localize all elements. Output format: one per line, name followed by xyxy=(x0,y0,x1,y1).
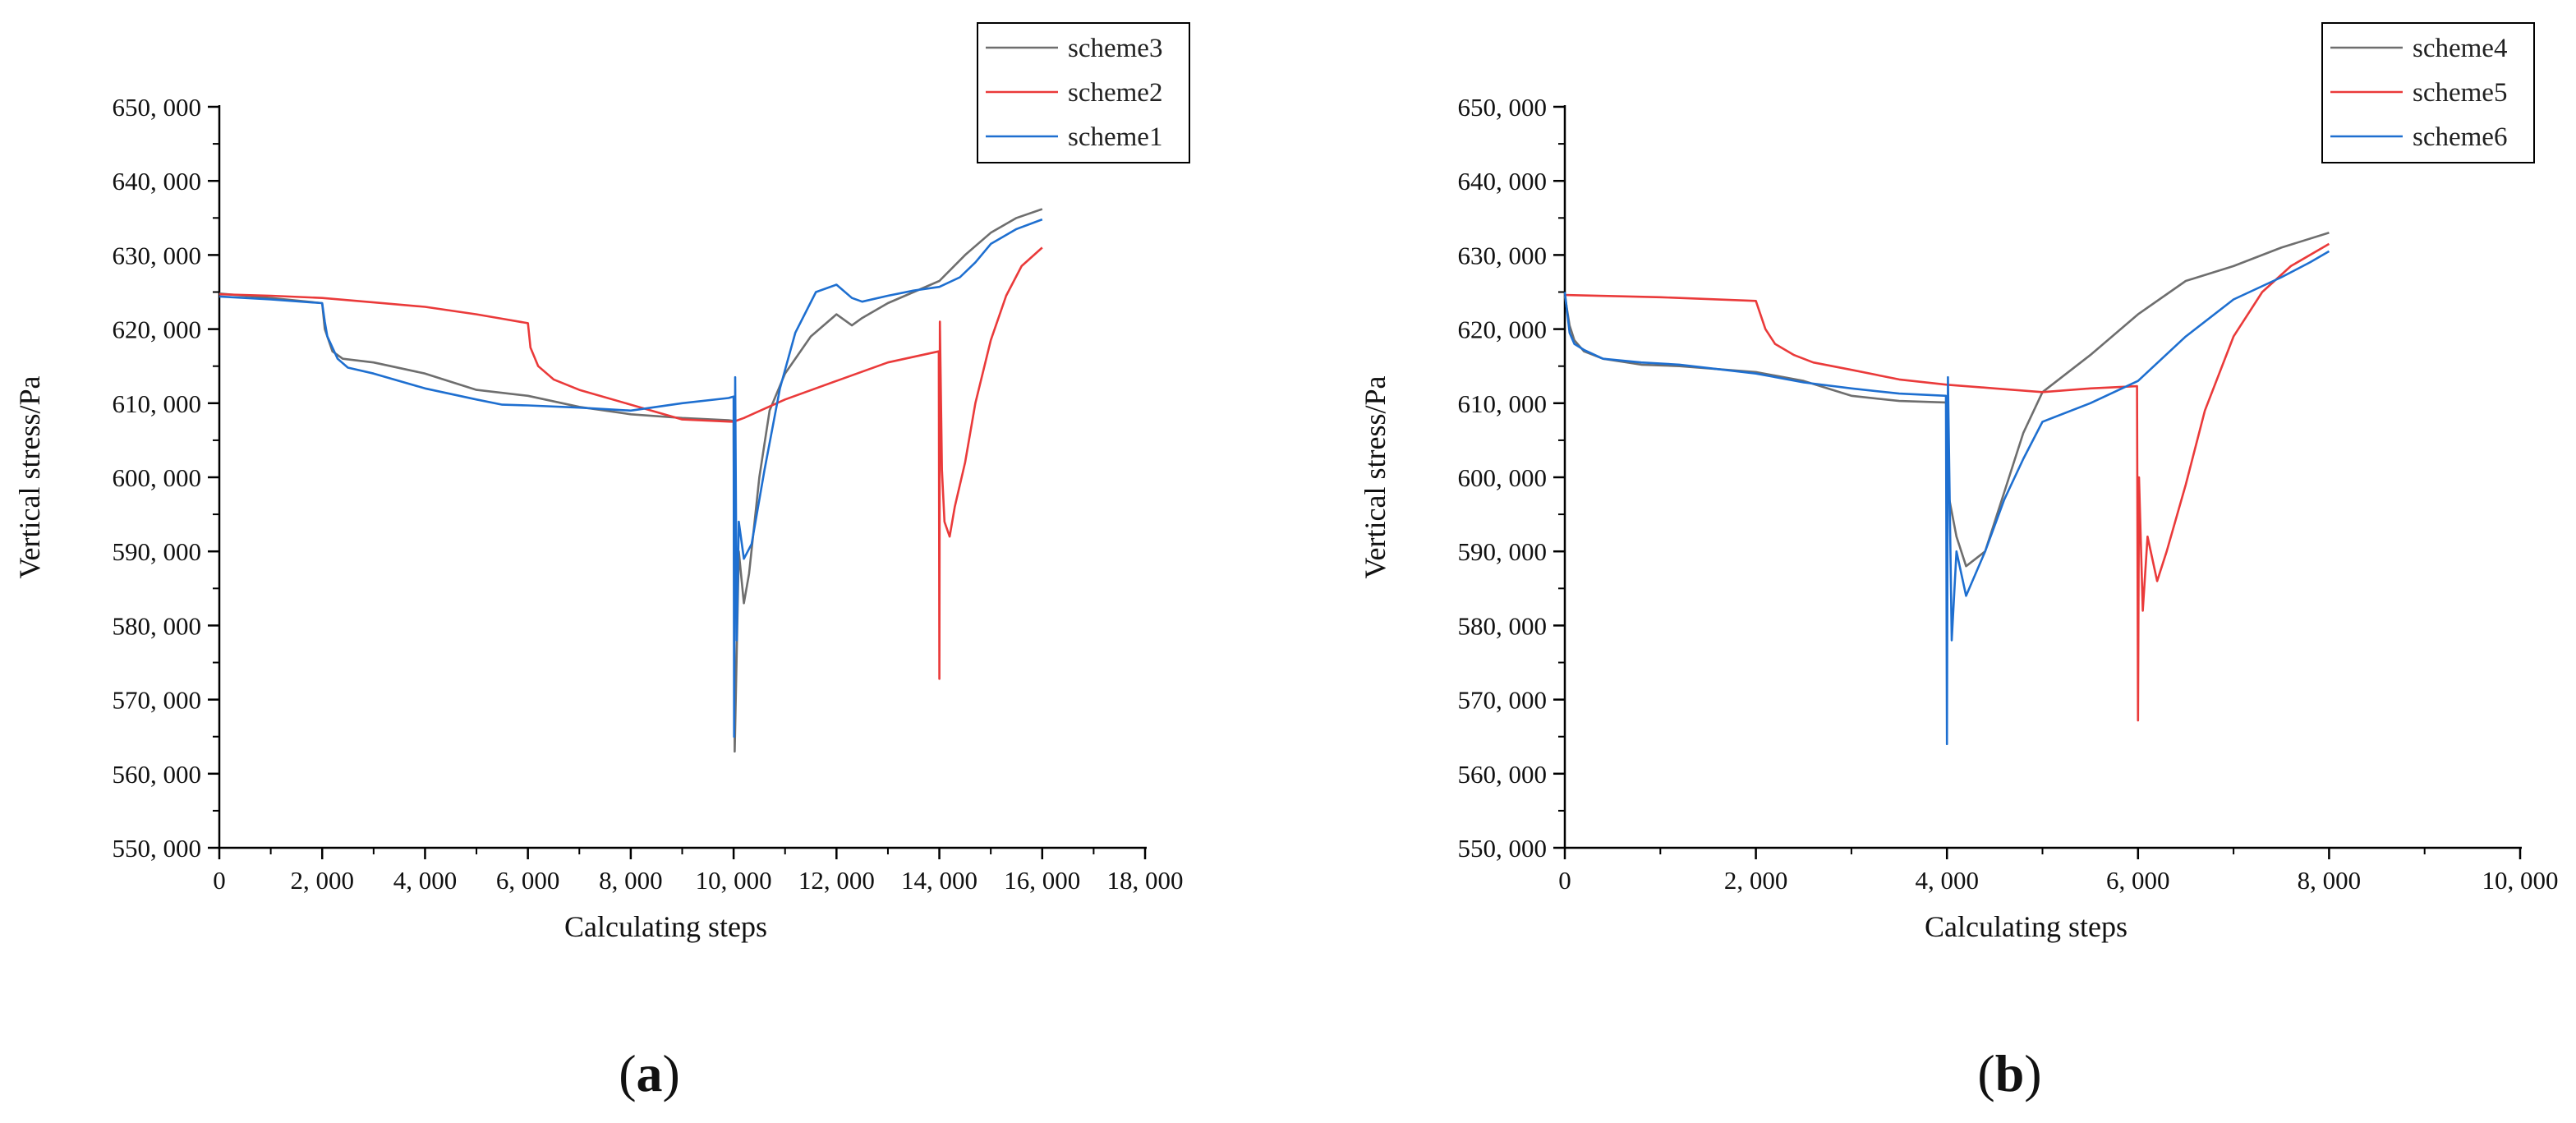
chart-a-x-tick-label: 8, 000 xyxy=(599,866,663,895)
chart-b-y-tick-label: 590, 000 xyxy=(1458,537,1548,566)
chart-b-series-scheme6 xyxy=(1563,250,2330,746)
chart-b-legend-label-scheme4: scheme4 xyxy=(2413,34,2507,63)
chart-a-x-tick-label: 14, 000 xyxy=(901,866,978,895)
chart-a-x-tick-label: 10, 000 xyxy=(696,866,772,895)
chart-a-y-axis-title: Vertical stress/Pa xyxy=(13,376,46,579)
chart-a-x-tick-label: 16, 000 xyxy=(1004,866,1080,895)
chart-a-x-tick-label: 4, 000 xyxy=(393,866,458,895)
chart-b-x-tick-label: 0 xyxy=(1558,866,1571,895)
chart-a-y-tick-label: 620, 000 xyxy=(113,315,202,344)
chart-a-legend-label-scheme3: scheme3 xyxy=(1068,34,1162,63)
chart-b-x-tick-label: 8, 000 xyxy=(2298,866,2362,895)
chart-b-x-tick-label: 10, 000 xyxy=(2482,866,2559,895)
chart-panel-a: 550, 000 560, 000 570, 000 580, 000 590, 000… xyxy=(13,22,1190,1102)
chart-b-y-tick-label: 560, 000 xyxy=(1458,760,1548,789)
chart-b-series-scheme5 xyxy=(1564,242,2330,722)
chart-b-x-tick-label: 6, 000 xyxy=(2106,866,2170,895)
chart-b-y-tick-label: 640, 000 xyxy=(1458,167,1548,196)
chart-b-legend-label-scheme5: scheme5 xyxy=(2413,78,2507,108)
chart-b-y-tick-label: 610, 000 xyxy=(1458,389,1548,418)
chart-b-panel-label: (b) xyxy=(1977,1044,2041,1102)
chart-a-y-tick-label: 650, 000 xyxy=(113,93,202,122)
chart-a-x-tick-label: 12, 000 xyxy=(798,866,875,895)
chart-b-x-tick-label: 2, 000 xyxy=(1724,866,1788,895)
chart-b-legend-label-scheme6: scheme6 xyxy=(2413,122,2507,152)
chart-a-legend-label-scheme2: scheme2 xyxy=(1068,78,1162,108)
chart-a-x-tick-label: 6, 000 xyxy=(496,866,560,895)
chart-a-series-scheme1 xyxy=(218,218,1043,739)
chart-a-x-axis-title: Calculating steps xyxy=(564,910,767,943)
chart-b-y-tick-label: 580, 000 xyxy=(1458,611,1548,640)
chart-a-x-tick-label: 18, 000 xyxy=(1107,866,1184,895)
chart-a-y-tick-label: 600, 000 xyxy=(113,463,202,492)
chart-b-y-tick-label: 620, 000 xyxy=(1458,315,1548,344)
chart-a-y-tick-label: 630, 000 xyxy=(113,241,202,269)
chart-a-legend-label-scheme1: scheme1 xyxy=(1068,122,1162,152)
chart-b-y-tick-label: 630, 000 xyxy=(1458,241,1548,269)
chart-b-y-axis-title: Vertical stress/Pa xyxy=(1359,376,1392,579)
chart-b-y-tick-label: 600, 000 xyxy=(1458,463,1548,492)
chart-a-y-tick-label: 580, 000 xyxy=(113,611,202,640)
chart-a-y-tick-label: 610, 000 xyxy=(113,389,202,418)
chart-a-panel-label: (a) xyxy=(619,1044,680,1102)
chart-a-y-tick-label: 590, 000 xyxy=(113,537,202,566)
chart-a-y-tick-label: 560, 000 xyxy=(113,760,202,789)
chart-b-y-tick-label: 550, 000 xyxy=(1458,834,1548,863)
chart-a-x-tick-label: 2, 000 xyxy=(290,866,354,895)
chart-a-y-tick-label: 640, 000 xyxy=(113,167,202,196)
chart-a-y-tick-label: 570, 000 xyxy=(113,686,202,715)
chart-a-series-scheme2 xyxy=(218,246,1043,680)
chart-a-x-tick-label: 0 xyxy=(213,866,226,895)
chart-panel-b: 550, 000 560, 000 570, 000 580, 000 590, 000… xyxy=(1359,22,2559,1102)
chart-b-x-axis-title: Calculating steps xyxy=(1925,910,2128,943)
chart-b-y-tick-label: 650, 000 xyxy=(1458,93,1548,122)
chart-a-y-tick-label: 550, 000 xyxy=(113,834,202,863)
chart-b-x-tick-label: 4, 000 xyxy=(1915,866,1979,895)
chart-b-y-tick-label: 570, 000 xyxy=(1458,686,1548,715)
